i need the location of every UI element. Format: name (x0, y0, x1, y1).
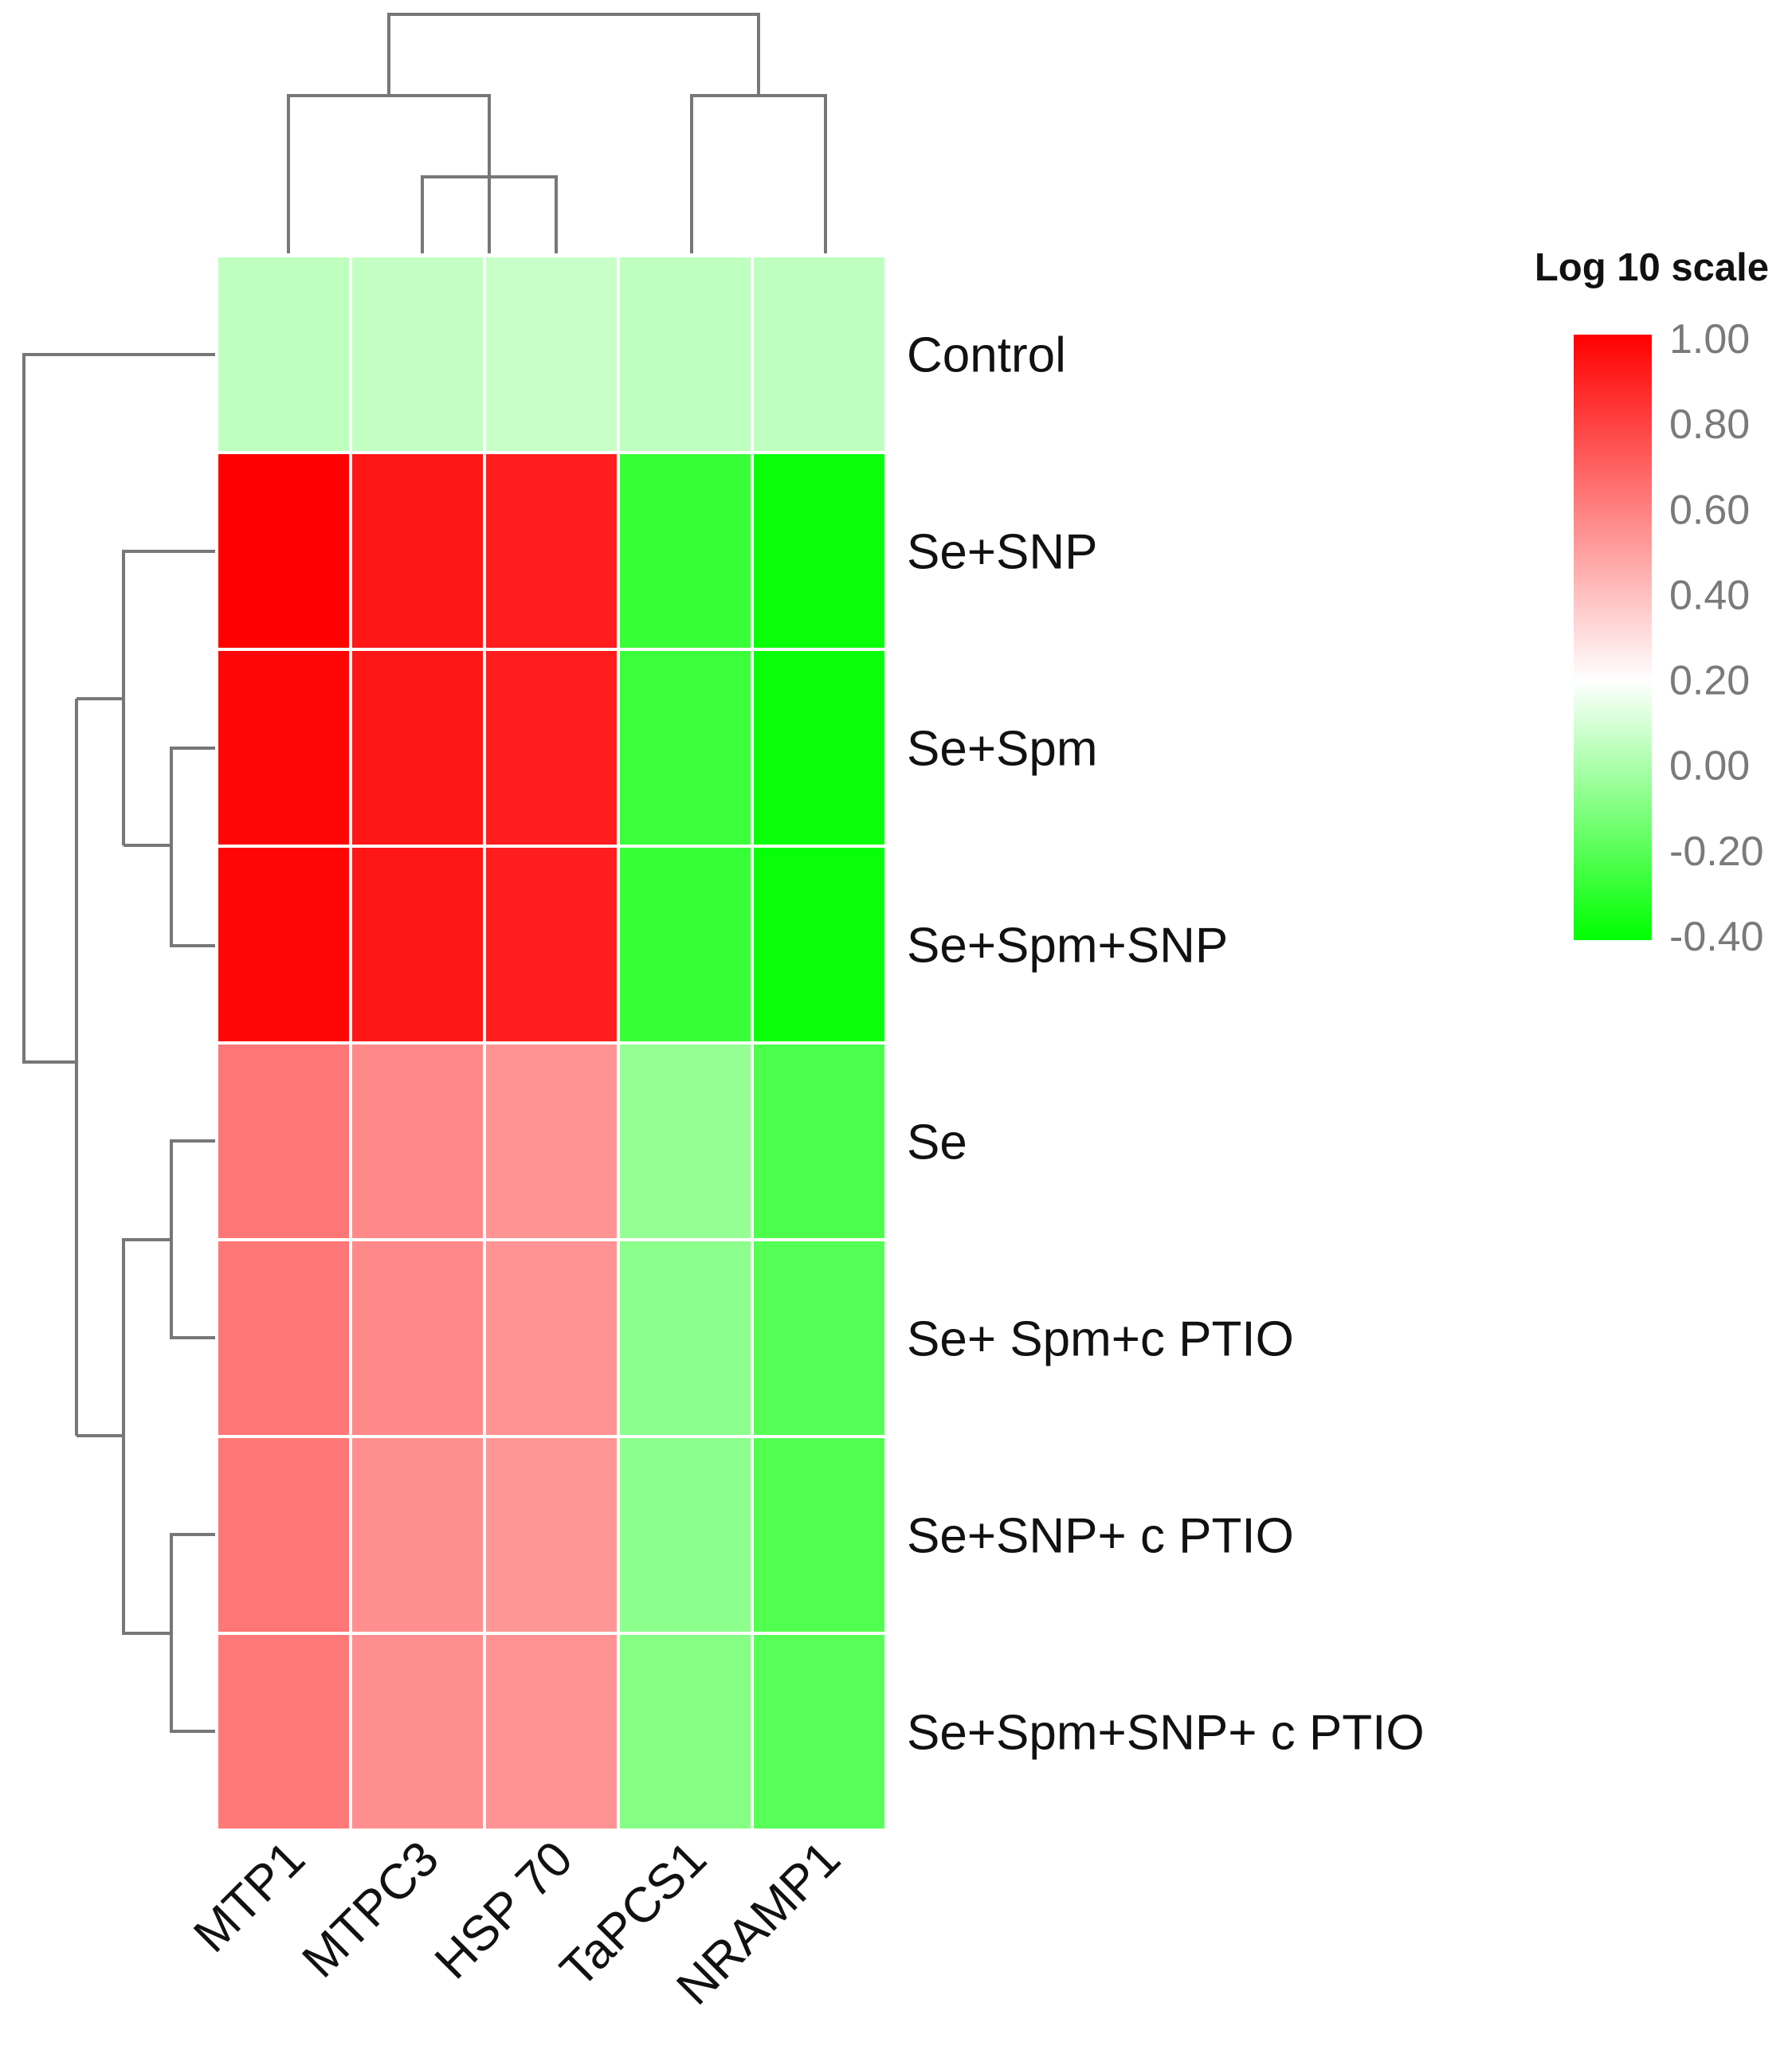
heatmap-cell (349, 1238, 486, 1438)
heatmap-cell (349, 1632, 486, 1832)
heatmap-cell (751, 1632, 888, 1832)
heatmap-cell (215, 1238, 352, 1438)
legend-tick-label: 0.00 (1669, 743, 1750, 790)
heatmap-cell (215, 254, 352, 454)
row-label: Se+Spm+SNP (907, 919, 1228, 974)
legend-tick-label: 1.00 (1669, 316, 1750, 363)
heatmap-cell (483, 1435, 620, 1635)
heatmap-cell (483, 1041, 620, 1241)
heatmap-cell (617, 648, 754, 848)
heatmap-cell (617, 1632, 754, 1832)
heatmap-cell (751, 648, 888, 848)
legend-ticks: 1.00 0.80 0.60 0.40 0.20 0.00 -0.20 -0.40 (1669, 316, 1764, 960)
row-label: Se+Spm (907, 722, 1098, 777)
heatmap-cell (483, 845, 620, 1045)
row-label: Se (907, 1115, 967, 1170)
heatmap-cell (349, 254, 486, 454)
heatmap-cell (349, 1041, 486, 1241)
column-label: MTPC3 (292, 1831, 449, 1988)
heatmap-cell (483, 451, 620, 651)
row-dendrogram (22, 353, 217, 1733)
heatmap-cell (617, 451, 754, 651)
legend-color-bar (1574, 335, 1652, 940)
row-label: Se+Spm+SNP+ c PTIO (907, 1706, 1425, 1761)
heatmap-cell (617, 1238, 754, 1438)
heatmap-cell (215, 648, 352, 848)
legend-tick-label: 0.80 (1669, 402, 1750, 448)
row-label: Se+ Spm+c PTIO (907, 1312, 1294, 1367)
heatmap-cell (751, 1041, 888, 1241)
column-dendrogram (287, 13, 827, 253)
heatmap-cell (751, 1435, 888, 1635)
heatmap-cell (215, 451, 352, 651)
column-label: MTP1 (183, 1831, 316, 1963)
row-label: Control (907, 328, 1066, 383)
heatmap-cell (617, 845, 754, 1045)
heatmap-cell (215, 845, 352, 1045)
heatmap-cell (617, 1435, 754, 1635)
legend-tick-label: 0.60 (1669, 487, 1750, 533)
heatmap-cell (751, 254, 888, 454)
legend-tick-label: -0.40 (1669, 914, 1764, 960)
legend-tick-label: 0.20 (1669, 658, 1750, 704)
heatmap-cell (617, 254, 754, 454)
row-label: Se+SNP+ c PTIO (907, 1509, 1294, 1564)
legend-tick-label: 0.40 (1669, 572, 1750, 618)
heatmap-cells (215, 254, 888, 1832)
heatmap-cell (751, 451, 888, 651)
heatmap-cell (483, 1238, 620, 1438)
heatmap-cell (483, 648, 620, 848)
legend-tick-label: -0.20 (1669, 829, 1764, 875)
heatmap-cell (483, 1632, 620, 1832)
heatmap-cell (215, 1041, 352, 1241)
heatmap-cell (483, 254, 620, 454)
heatmap-cell (349, 1435, 486, 1635)
heatmap-cell (215, 1435, 352, 1635)
heatmap-cell (349, 845, 486, 1045)
heatmap-cell (215, 1632, 352, 1832)
row-labels: Control Se+SNP Se+Spm Se+Spm+SNP Se Se+ Spm+c… (907, 328, 1425, 1761)
row-label: Se+SNP (907, 525, 1098, 580)
heatmap-cell (349, 648, 486, 848)
heatmap-cell (349, 451, 486, 651)
heatmap-cell (751, 1238, 888, 1438)
legend-title: Log 10 scale (1535, 246, 1769, 289)
heatmap-cell (617, 1041, 754, 1241)
heatmap-cell (751, 845, 888, 1045)
color-legend: Log 10 scale 1.00 0.80 0.60 0.40 0.20 0.00 -0.… (1535, 246, 1769, 960)
